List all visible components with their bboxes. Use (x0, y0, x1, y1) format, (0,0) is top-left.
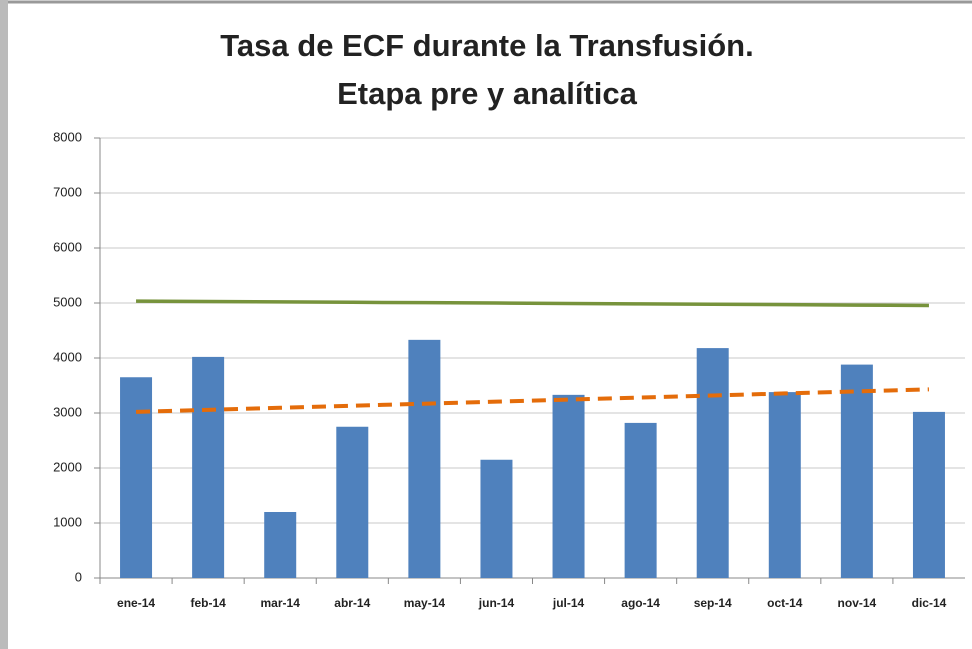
x-tick-label: jul-14 (552, 596, 585, 610)
x-tick-label: ene-14 (117, 596, 155, 610)
chart-title: Etapa pre y analítica (337, 76, 638, 111)
y-tick-label: 3000 (53, 404, 82, 419)
y-tick-label: 0 (75, 569, 82, 584)
bar (696, 348, 729, 578)
trend-line (135, 387, 930, 414)
bar (192, 356, 225, 578)
bar (840, 364, 873, 578)
bar (768, 392, 801, 578)
bar (408, 339, 441, 578)
x-tick-label: jun-14 (478, 596, 515, 610)
bar (264, 512, 297, 578)
x-tick-label: ago-14 (621, 596, 660, 610)
y-tick-label: 1000 (53, 514, 82, 529)
bar (480, 459, 513, 578)
bar (336, 426, 369, 578)
x-tick-label: mar-14 (261, 596, 301, 610)
bar (120, 377, 153, 578)
x-tick-label: nov-14 (838, 596, 877, 610)
y-tick-label: 6000 (53, 239, 82, 254)
y-tick-label: 8000 (53, 129, 82, 144)
bar (552, 394, 585, 578)
x-tick-label: dic-14 (912, 596, 947, 610)
x-tick-label: oct-14 (767, 596, 803, 610)
chart-title: Tasa de ECF durante la Transfusión. (220, 28, 753, 63)
x-tick-label: may-14 (404, 596, 446, 610)
y-tick-label: 2000 (53, 459, 82, 474)
line (136, 299, 929, 308)
x-tick-label: feb-14 (190, 596, 226, 610)
left-edge (0, 0, 8, 649)
bar (624, 422, 657, 578)
y-tick-label: 7000 (53, 184, 82, 199)
bar (912, 411, 945, 578)
y-tick-label: 5000 (53, 294, 82, 309)
x-tick-label: abr-14 (334, 596, 370, 610)
x-tick-label: sep-14 (694, 596, 732, 610)
y-tick-label: 4000 (53, 349, 82, 364)
